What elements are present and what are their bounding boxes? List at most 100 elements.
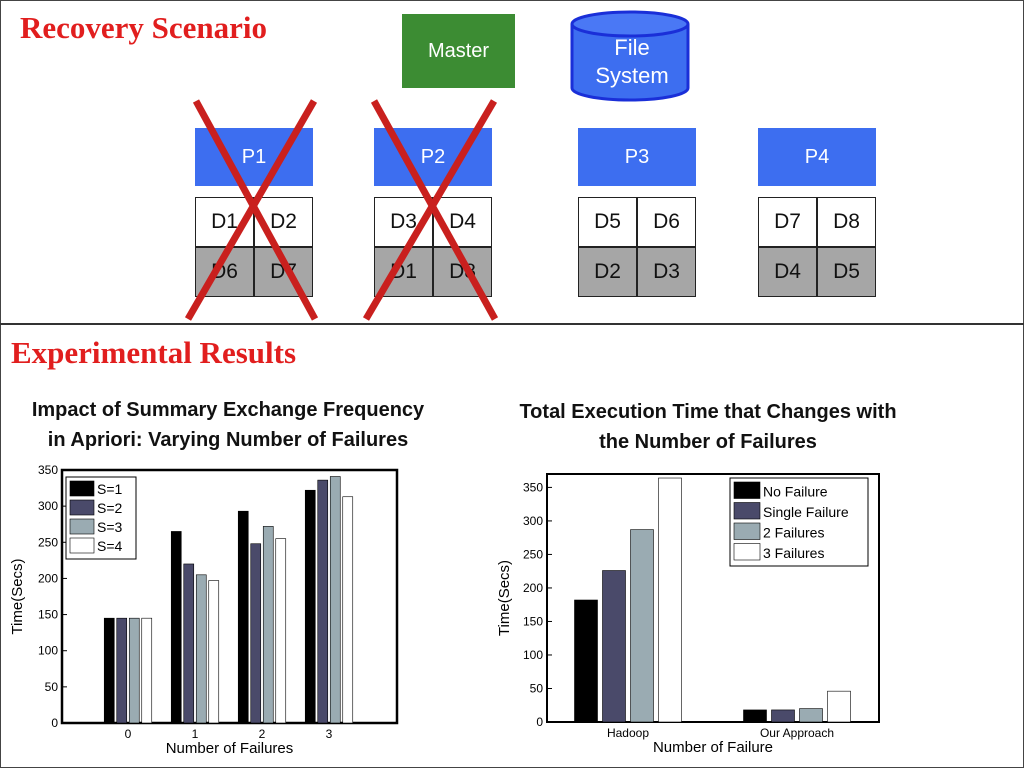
chart2-bar-2-failures-hadoop xyxy=(630,529,654,723)
chart2-ytick-label: 100 xyxy=(523,648,543,662)
chart2-legend-label: No Failure xyxy=(763,484,828,500)
chart2-title: Total Execution Time that Changes with t… xyxy=(488,397,928,457)
chart1-ytick-label: 350 xyxy=(38,463,58,477)
master-node: Master xyxy=(402,14,515,88)
file-system-line2: System xyxy=(595,63,669,88)
chart2-ytick-label: 0 xyxy=(536,715,543,729)
chart1-ytick-label: 200 xyxy=(38,571,58,585)
chart1-ytick-label: 50 xyxy=(45,680,59,694)
node-p4-label: P4 xyxy=(804,145,830,168)
p3-block-primary-2: D6 xyxy=(637,197,696,247)
p3-block-replica-1: D2 xyxy=(578,247,637,297)
chart1-bar-s-2-1 xyxy=(183,563,195,724)
chart1-bar-s-1-0 xyxy=(103,617,115,724)
chart1-xlabel: Number of Failures xyxy=(166,740,294,757)
chart1-xtick-label: 1 xyxy=(192,727,199,741)
chart1-title: Impact of Summary Exchange Frequency in … xyxy=(8,395,448,455)
chart1-bar-s-3-1 xyxy=(195,574,207,724)
chart1-bar-s-2-3 xyxy=(317,479,329,724)
chart2-legend-swatch xyxy=(733,502,761,520)
chart1-bar-s-4-3 xyxy=(342,496,354,724)
chart2-legend-label: 3 Failures xyxy=(763,545,824,561)
node-p4: P4 xyxy=(758,128,876,186)
file-system-line1: File xyxy=(614,35,650,60)
chart2-legend-label: Single Failure xyxy=(763,504,849,520)
chart1-ylabel: Time(Secs) xyxy=(9,558,26,634)
chart1-xtick-label: 0 xyxy=(125,727,132,741)
p1-block-primary-1: D1 xyxy=(195,197,254,247)
chart2-bar-single-failure-our-approach xyxy=(771,709,795,723)
chart2-xtick-label: Our Approach xyxy=(760,726,834,740)
chart2-legend-swatch xyxy=(733,481,761,499)
chart2-xtick-label: Hadoop xyxy=(607,726,649,740)
chart2-bar-no-failure-our-approach xyxy=(743,709,767,723)
chart2-title-line2: the Number of Failures xyxy=(599,431,817,453)
p4-block-primary-2: D8 xyxy=(817,197,876,247)
chart2-ylabel: Time(Secs) xyxy=(496,560,513,636)
chart1-ytick-label: 300 xyxy=(38,499,58,513)
chart1-title-line2: in Apriori: Varying Number of Failures xyxy=(47,429,409,451)
recovery-scenario-title: Recovery Scenario xyxy=(20,10,268,45)
chart2-bar-2-failures-our-approach xyxy=(799,708,823,723)
file-system-cylinder-icon xyxy=(570,10,690,102)
chart1-bar-s-4-1 xyxy=(208,580,220,724)
chart1-bar-s-2-2 xyxy=(250,543,262,724)
chart2-bar-no-failure-hadoop xyxy=(574,599,598,723)
chart2-ytick-label: 150 xyxy=(523,614,543,628)
chart1-bar-s-4-0 xyxy=(141,617,153,724)
chart1-legend-label: S=3 xyxy=(97,519,123,535)
chart1-legend-swatch xyxy=(69,518,95,535)
chart1-ytick-label: 150 xyxy=(38,608,58,622)
chart1-legend-label: S=1 xyxy=(97,481,123,497)
experimental-results-title: Experimental Results xyxy=(11,335,297,370)
chart2-legend-label: 2 Failures xyxy=(763,525,824,541)
chart1-legend-swatch xyxy=(69,499,95,516)
chart1-legend-label: S=4 xyxy=(97,538,123,554)
chart2-legend-swatch xyxy=(733,543,761,561)
chart1-xtick-label: 2 xyxy=(259,727,266,741)
node-p1-label: P1 xyxy=(241,145,267,168)
chart2-bar-3-failures-hadoop xyxy=(658,477,682,723)
chart2-ytick-label: 50 xyxy=(530,681,544,695)
chart1-ytick-label: 250 xyxy=(38,535,58,549)
section-divider xyxy=(0,323,1024,325)
file-system-label: File System xyxy=(572,34,692,90)
chart1-bar-s-2-0 xyxy=(116,617,128,724)
node-p2-label: P2 xyxy=(420,145,446,168)
chart1-bar-s-3-0 xyxy=(128,617,140,724)
chart1-bar-s-1-3 xyxy=(304,489,316,724)
chart2-bar-3-failures-our-approach xyxy=(827,690,851,723)
chart1-bar-s-3-3 xyxy=(329,476,341,724)
chart1-xtick-label: 3 xyxy=(326,727,333,741)
chart2-ytick-label: 350 xyxy=(523,480,543,494)
chart2-title-line1: Total Execution Time that Changes with xyxy=(519,401,897,423)
chart2-legend-swatch xyxy=(733,522,761,540)
chart2-bar-single-failure-hadoop xyxy=(602,570,626,723)
chart1-ytick-label: 100 xyxy=(38,644,58,658)
p1-failure-cross-icon xyxy=(184,99,319,321)
node-p3-label: P3 xyxy=(624,145,650,168)
master-label: Master xyxy=(427,39,490,62)
chart1-failures-frequency: 0 50 100 150 200 250 300 350 0 1 2 3 Number of Failu… xyxy=(9,463,399,757)
node-p3: P3 xyxy=(578,128,696,186)
p2-failure-cross-icon xyxy=(362,99,499,321)
chart1-legend-label: S=2 xyxy=(97,500,123,516)
chart1-legend-swatch xyxy=(69,537,95,554)
chart1-bar-s-1-1 xyxy=(170,531,182,724)
p3-block-replica-2: D3 xyxy=(637,247,696,297)
chart1-bar-s-1-2 xyxy=(237,510,249,724)
chart1-bar-s-4-2 xyxy=(275,538,287,724)
p3-block-primary-1: D5 xyxy=(578,197,637,247)
chart1-ytick-label: 0 xyxy=(51,716,58,730)
chart2-ytick-label: 250 xyxy=(523,547,543,561)
chart1-title-line1: Impact of Summary Exchange Frequency xyxy=(31,399,425,421)
chart1-legend-swatch xyxy=(69,480,95,497)
p4-block-replica-1: D4 xyxy=(758,247,817,297)
p4-block-primary-1: D7 xyxy=(758,197,817,247)
chart2-ytick-label: 200 xyxy=(523,581,543,595)
chart1-bar-s-3-2 xyxy=(262,526,274,724)
chart2-ytick-label: 300 xyxy=(523,514,543,528)
p4-block-replica-2: D5 xyxy=(817,247,876,297)
chart2-xlabel: Number of Failure xyxy=(653,739,773,756)
